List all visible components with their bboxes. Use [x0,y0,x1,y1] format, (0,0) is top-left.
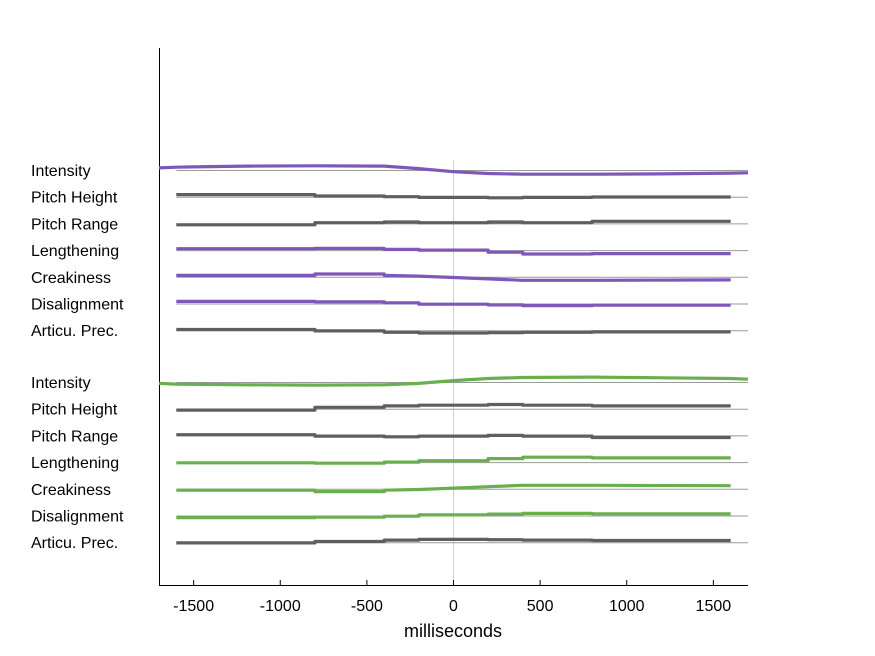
x-tick-label: 0 [449,598,458,615]
row-label: Lengthening [31,455,119,472]
series-line-intensity [158,164,749,176]
series-rows [158,164,749,545]
x-tick-label: 1500 [696,598,732,615]
row-label: Lengthening [31,243,119,260]
row-label: Pitch Range [31,428,118,445]
plot-area [159,48,748,586]
series-line-pitch-height [176,402,731,412]
x-ticks: -1500 -1000 -500 0 500 1000 1500 [173,580,731,615]
row-label: Intensity [31,163,91,180]
series-line-lengthening [176,246,731,256]
series-line-articu-prec [176,537,731,545]
x-tick-label: 500 [527,598,554,615]
row-label: Pitch Height [31,190,118,207]
x-tick-label: -500 [351,598,383,615]
x-tick-label: 1000 [609,598,645,615]
series-line-pitch-height [176,193,731,200]
row-label: Articu. Prec. [31,323,118,340]
row-label: Creakiness [31,270,111,287]
row-label: Creakiness [31,482,111,499]
series-line-pitch-range [176,433,731,440]
series-line-intensity [158,375,749,387]
x-tick-label: -1000 [260,598,301,615]
x-tick-label: -1500 [173,598,214,615]
row-label: Disalignment [31,297,124,314]
row-label: Pitch Range [31,216,118,233]
series-line-lengthening [176,455,731,465]
row-label: Pitch Height [31,402,118,419]
row-labels: Intensity Pitch Height Pitch Range Lengthen… [31,163,124,552]
series-line-disalignment [176,299,731,308]
row-label: Articu. Prec. [31,535,118,552]
series-line-pitch-range [176,219,731,227]
series-line-creakiness [176,483,731,494]
x-axis-title: milliseconds [404,621,502,641]
row-label: Intensity [31,375,91,392]
row-label: Disalignment [31,509,124,526]
series-line-articu-prec [176,327,731,335]
series-line-creakiness [176,272,731,282]
series-line-disalignment [176,511,731,520]
